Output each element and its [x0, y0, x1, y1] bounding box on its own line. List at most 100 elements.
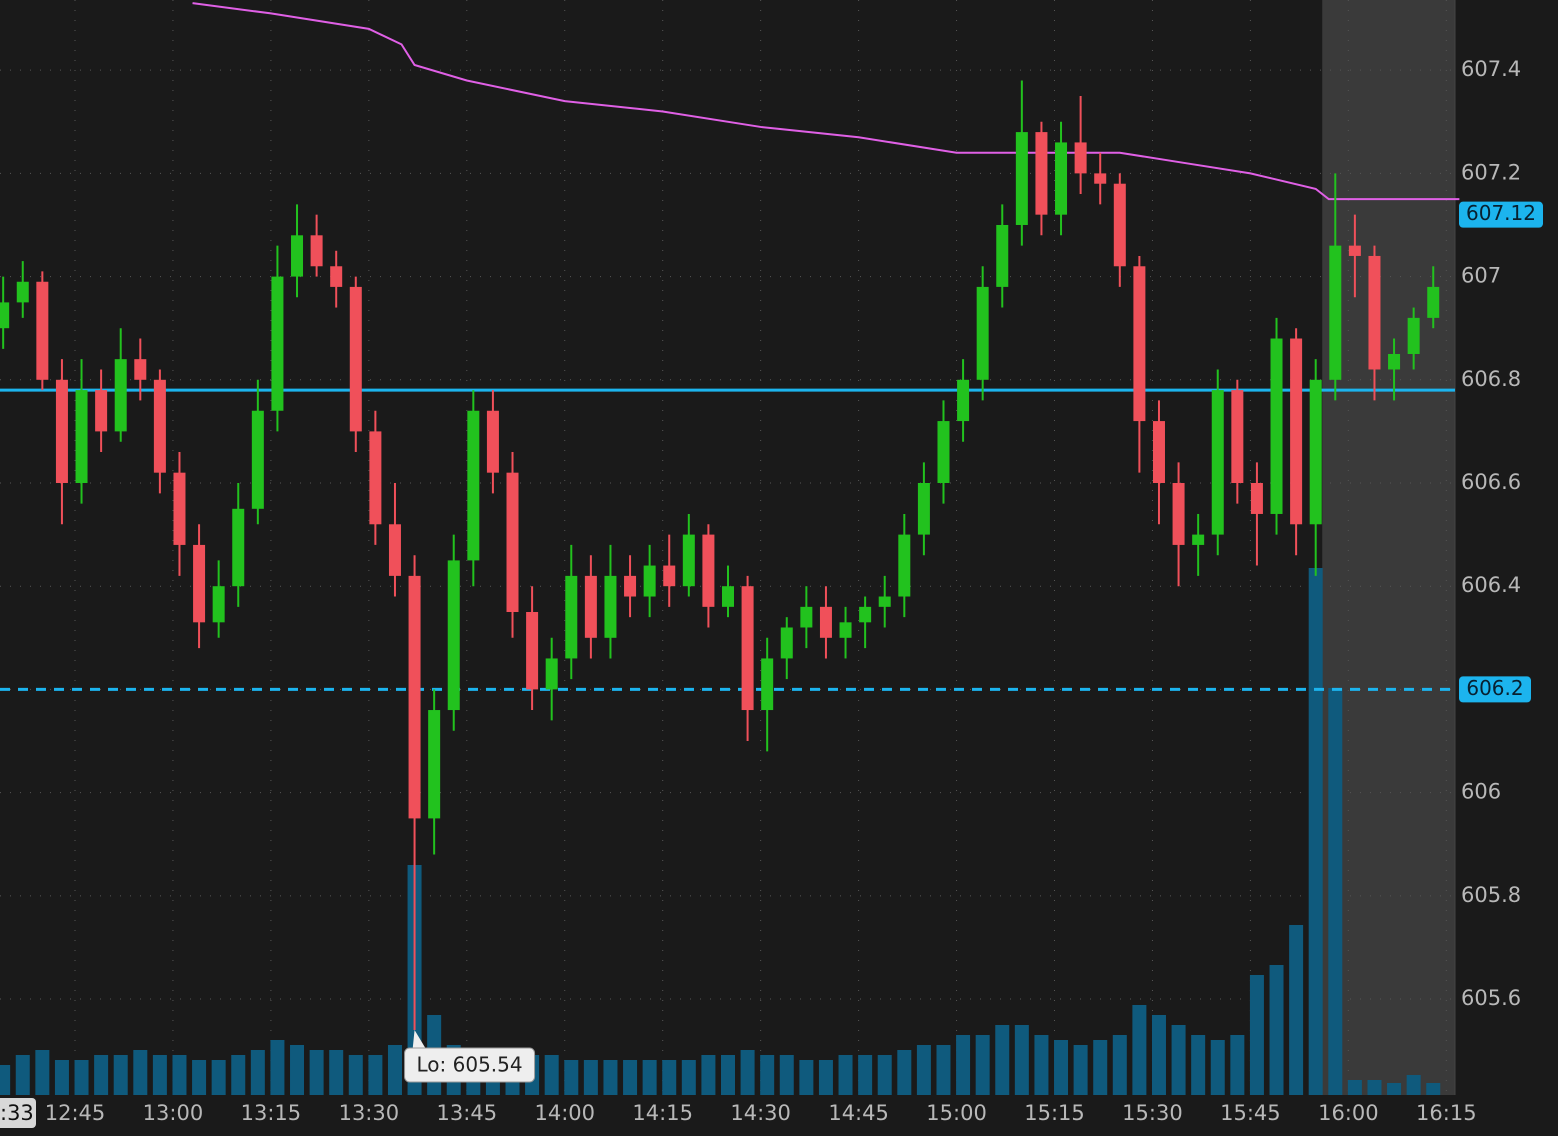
candle-body: [271, 276, 284, 411]
candle-body: [526, 612, 539, 690]
volume-bar: [270, 1040, 285, 1095]
x-tick-label: 13:15: [241, 1101, 302, 1125]
candle-body: [330, 266, 343, 287]
candle-body: [898, 534, 911, 597]
candle-body: [996, 224, 1009, 287]
candle-body: [545, 658, 558, 690]
y-tick-label: 607.4: [1461, 57, 1521, 81]
candle-body: [95, 390, 108, 432]
volume-bar: [329, 1050, 344, 1095]
x-tick-label: 15:00: [926, 1101, 987, 1125]
candle-body: [55, 379, 68, 483]
volume-bar: [936, 1045, 951, 1095]
volume-bar: [94, 1055, 109, 1095]
low-annotation: Lo: 605.54: [417, 1052, 523, 1076]
candle-body: [957, 379, 970, 422]
volume-bar: [721, 1055, 735, 1095]
y-tick-label: 606.8: [1461, 367, 1521, 391]
volume-bar: [799, 1060, 814, 1095]
volume-bar: [211, 1060, 226, 1095]
candle-body: [173, 472, 186, 545]
candle-body: [506, 472, 519, 613]
candle-body: [643, 565, 656, 597]
candle-body: [1309, 379, 1322, 525]
candle-body: [1290, 338, 1303, 525]
volume-bar: [623, 1060, 638, 1095]
y-tick-label: 605.8: [1461, 883, 1521, 907]
y-axis-panel: [1455, 0, 1558, 1136]
volume-bar: [662, 1060, 677, 1095]
candle-body: [663, 565, 676, 587]
candle-body: [447, 560, 460, 711]
volume-bar: [113, 1055, 128, 1095]
volume-bar: [740, 1050, 755, 1095]
candle-body: [1388, 353, 1401, 370]
candle-body: [917, 482, 930, 535]
candle-body: [584, 575, 597, 638]
candle-body: [16, 281, 29, 303]
candle-body: [349, 286, 362, 432]
volume-bar: [1093, 1040, 1108, 1095]
volume-bar: [1014, 1025, 1029, 1095]
x-tick-label: 13:00: [143, 1101, 204, 1125]
price-bubble: [1459, 676, 1531, 703]
candle-body: [1407, 317, 1420, 354]
volume-bar: [1171, 1025, 1186, 1095]
volume-bar: [916, 1045, 931, 1095]
annotation-box: [404, 1047, 536, 1083]
candle-body: [1368, 255, 1381, 370]
volume-bar: [387, 1045, 402, 1095]
candle-body: [1035, 132, 1048, 215]
volume-bar: [1269, 965, 1284, 1095]
candle-body: [1055, 142, 1068, 215]
cursor-box: [0, 1098, 36, 1128]
volume-bar: [1289, 925, 1304, 1095]
candle-body: [1113, 183, 1126, 267]
candle-body: [486, 410, 499, 473]
candle-body: [878, 596, 891, 607]
y-tick-label: 607.2: [1461, 160, 1521, 184]
candle-body: [1211, 390, 1224, 535]
volume-bar: [975, 1035, 990, 1095]
x-tick-label: 14:45: [828, 1101, 889, 1125]
x-tick-label: 16:15: [1416, 1101, 1477, 1125]
volume-bar: [1367, 1080, 1382, 1095]
candle-body: [761, 658, 774, 711]
x-tick-label: 15:30: [1122, 1101, 1183, 1125]
candle-body: [819, 606, 832, 638]
volume-bar: [858, 1055, 873, 1095]
volume-bar: [192, 1060, 207, 1095]
volume-bar: [779, 1055, 794, 1095]
candle-body: [1329, 245, 1342, 380]
last-price-bubble: [1459, 201, 1543, 228]
volume-bar: [877, 1055, 892, 1095]
candle-body: [1348, 245, 1361, 256]
candle-body: [388, 524, 401, 576]
candle-body: [741, 586, 754, 711]
x-tick-label: 12:45: [45, 1101, 106, 1125]
volume-bar: [956, 1035, 971, 1095]
volume-bar: [1112, 1035, 1127, 1095]
candle-body: [1152, 421, 1165, 483]
volume-bar: [1387, 1083, 1402, 1095]
candle-body: [467, 410, 480, 561]
candle-body: [682, 534, 695, 587]
x-tick-label: 14:15: [632, 1101, 693, 1125]
candle-body: [153, 379, 166, 473]
volume-bar: [250, 1050, 265, 1095]
volume-bar: [544, 1055, 559, 1095]
volume-bar: [1132, 1005, 1147, 1095]
volume-bar: [1426, 1083, 1441, 1095]
candle-body: [251, 410, 264, 509]
candle-body: [702, 534, 715, 607]
volume-bar: [603, 1060, 618, 1095]
candle-body: [1094, 173, 1107, 184]
volume-bar: [838, 1055, 853, 1095]
candle-body: [114, 359, 127, 432]
candle-body: [193, 544, 206, 623]
annotation-pointer: [412, 1029, 427, 1050]
volume-bar: [35, 1050, 50, 1095]
candle-body: [624, 575, 637, 597]
candle-body: [0, 302, 10, 329]
volume-bar: [760, 1055, 775, 1095]
